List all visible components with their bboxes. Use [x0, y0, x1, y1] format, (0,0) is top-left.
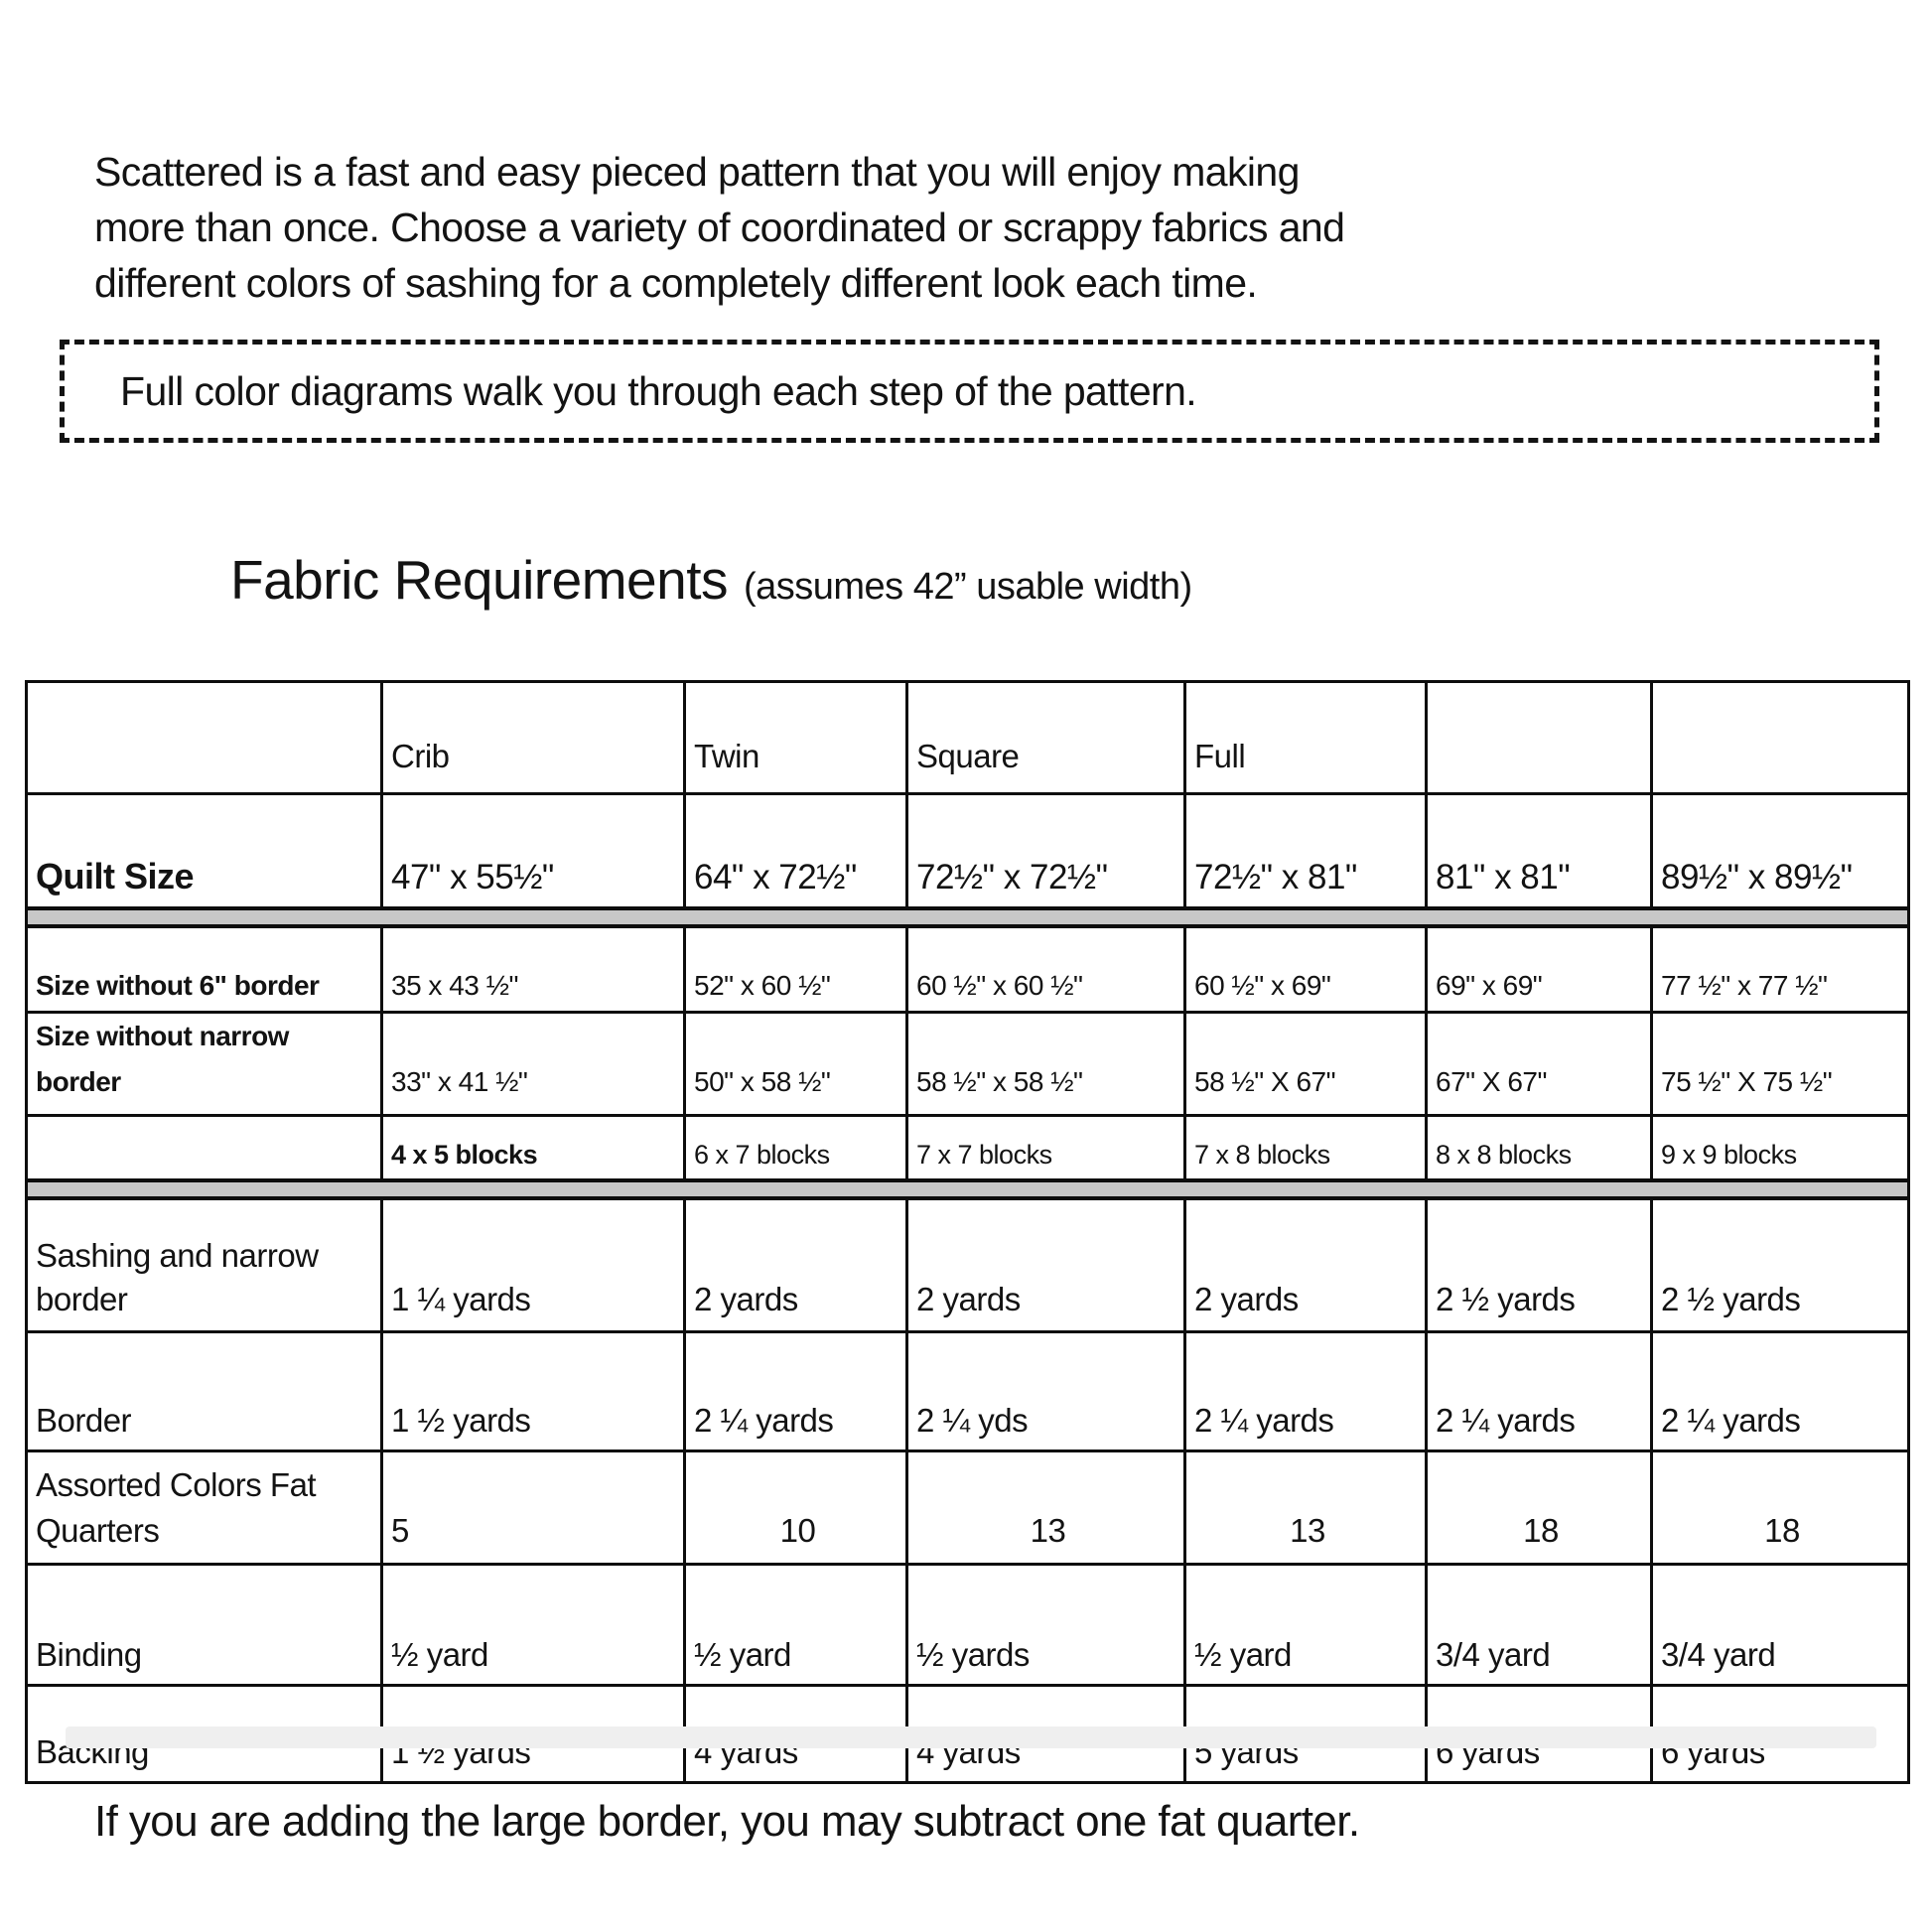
- blocks-col6: 9 x 9 blocks: [1650, 1114, 1910, 1182]
- size-no-narrow-twin: 50" x 58 ½": [683, 1011, 908, 1117]
- size-no-narrow-square: 58 ½" x 58 ½": [905, 1011, 1186, 1117]
- quilt-size-twin: 64" x 72½": [683, 792, 908, 910]
- blocks-square: 7 x 7 blocks: [905, 1114, 1186, 1182]
- row-label-fat-quarters: Assorted Colors Fat Quarters: [25, 1449, 383, 1566]
- header-cell-twin: Twin: [683, 680, 908, 795]
- header-cell-empty-2: [1650, 680, 1910, 795]
- sashing-col6: 2 ½ yards: [1650, 1196, 1910, 1333]
- fat-quarters-full: 13: [1183, 1449, 1428, 1566]
- row-label-binding: Binding: [25, 1563, 383, 1687]
- binding-full: ½ yard: [1183, 1563, 1428, 1687]
- row-label-quilt-size: Quilt Size: [25, 792, 383, 910]
- border-crib: 1 ½ yards: [380, 1330, 686, 1452]
- size-no-narrow-full: 58 ½" X 67": [1183, 1011, 1428, 1117]
- size-no-border-col6: 77 ½" x 77 ½": [1650, 924, 1910, 1014]
- separator-stripe: [25, 906, 1910, 928]
- sashing-square: 2 yards: [905, 1196, 1186, 1333]
- blocks-full: 7 x 8 blocks: [1183, 1114, 1428, 1182]
- fat-quarters-twin: 10: [683, 1449, 908, 1566]
- callout-text: Full color diagrams walk you through eac…: [120, 367, 1197, 414]
- table-bottom-shadow-bar: [66, 1726, 1876, 1748]
- border-full: 2 ¼ yards: [1183, 1330, 1428, 1452]
- fat-quarters-crib: 5: [380, 1449, 686, 1566]
- table-row-size-without-narrow-border: Size without narrow border 33" x 41 ½" 5…: [25, 1011, 1910, 1117]
- binding-twin: ½ yard: [683, 1563, 908, 1687]
- fat-quarters-square: 13: [905, 1449, 1186, 1566]
- row-label-border: Border: [25, 1330, 383, 1452]
- size-no-border-crib: 35 x 43 ½": [380, 924, 686, 1014]
- border-twin: 2 ¼ yards: [683, 1330, 908, 1452]
- page-title: Fabric Requirements: [230, 549, 728, 611]
- row-label-size-without-border: Size without 6" border: [25, 924, 383, 1014]
- binding-col6: 3/4 yard: [1650, 1563, 1910, 1687]
- separator-stripe-fill: [25, 906, 1910, 928]
- header-cell-blank: [25, 680, 383, 795]
- header-cell-full: Full: [1183, 680, 1428, 795]
- size-no-narrow-col5: 67" X 67": [1425, 1011, 1653, 1117]
- sashing-twin: 2 yards: [683, 1196, 908, 1333]
- size-no-narrow-crib: 33" x 41 ½": [380, 1011, 686, 1117]
- quilt-size-col5: 81" x 81": [1425, 792, 1653, 910]
- quilt-size-crib: 47" x 55½": [380, 792, 686, 910]
- border-square: 2 ¼ yds: [905, 1330, 1186, 1452]
- fat-quarters-col5: 18: [1425, 1449, 1653, 1566]
- fabric-requirements-table: Crib Twin Square Full Quilt Size 47" x 5…: [25, 680, 1910, 1784]
- callout-box: Full color diagrams walk you through eac…: [60, 340, 1879, 443]
- quilt-size-col6: 89½" x 89½": [1650, 792, 1910, 910]
- sashing-col5: 2 ½ yards: [1425, 1196, 1653, 1333]
- sashing-crib: 1 ¼ yards: [380, 1196, 686, 1333]
- sashing-full: 2 yards: [1183, 1196, 1428, 1333]
- header-cell-square: Square: [905, 680, 1186, 795]
- separator-stripe: [25, 1178, 1910, 1200]
- binding-square: ½ yards: [905, 1563, 1186, 1687]
- footer-note: If you are adding the large border, you …: [94, 1797, 1360, 1846]
- blocks-twin: 6 x 7 blocks: [683, 1114, 908, 1182]
- table-row-border: Border 1 ½ yards 2 ¼ yards 2 ¼ yds 2 ¼ y…: [25, 1330, 1910, 1452]
- header-cell-empty-1: [1425, 680, 1653, 795]
- row-label-blocks: [25, 1114, 383, 1182]
- blocks-col5: 8 x 8 blocks: [1425, 1114, 1653, 1182]
- size-no-border-square: 60 ½" x 60 ½": [905, 924, 1186, 1014]
- page-subtitle: (assumes 42” usable width): [743, 566, 1192, 608]
- binding-crib: ½ yard: [380, 1563, 686, 1687]
- size-no-narrow-col6: 75 ½" X 75 ½": [1650, 1011, 1910, 1117]
- table-row-fat-quarters: Assorted Colors Fat Quarters 5 10 13 13 …: [25, 1449, 1910, 1566]
- table-row-sashing: Sashing and narrow border 1 ¼ yards 2 ya…: [25, 1196, 1910, 1333]
- page-title-block: Fabric Requirements (assumes 42” usable w…: [230, 548, 1192, 612]
- table-row-size-without-border: Size without 6" border 35 x 43 ½" 52" x …: [25, 924, 1910, 1014]
- table-row-blocks: 4 x 5 blocks 6 x 7 blocks 7 x 7 blocks 7…: [25, 1114, 1910, 1182]
- separator-stripe-fill: [25, 1178, 1910, 1200]
- table-row-binding: Binding ½ yard ½ yard ½ yards ½ yard 3/4…: [25, 1563, 1910, 1687]
- row-label-size-without-narrow-border: Size without narrow border: [25, 1011, 383, 1117]
- table-header-row: Crib Twin Square Full: [25, 680, 1910, 795]
- size-no-border-twin: 52" x 60 ½": [683, 924, 908, 1014]
- blocks-crib: 4 x 5 blocks: [380, 1114, 686, 1182]
- intro-paragraph: Scattered is a fast and easy pieced patt…: [94, 149, 1345, 306]
- row-label-sashing: Sashing and narrow border: [25, 1196, 383, 1333]
- size-no-border-full: 60 ½" x 69": [1183, 924, 1428, 1014]
- binding-col5: 3/4 yard: [1425, 1563, 1653, 1687]
- quilt-size-full: 72½" x 81": [1183, 792, 1428, 910]
- border-col6: 2 ¼ yards: [1650, 1330, 1910, 1452]
- border-col5: 2 ¼ yards: [1425, 1330, 1653, 1452]
- quilt-size-square: 72½" x 72½": [905, 792, 1186, 910]
- table-row-quilt-size: Quilt Size 47" x 55½" 64" x 72½" 72½" x …: [25, 792, 1910, 910]
- fat-quarters-col6: 18: [1650, 1449, 1910, 1566]
- size-no-border-col5: 69" x 69": [1425, 924, 1653, 1014]
- header-cell-crib: Crib: [380, 680, 686, 795]
